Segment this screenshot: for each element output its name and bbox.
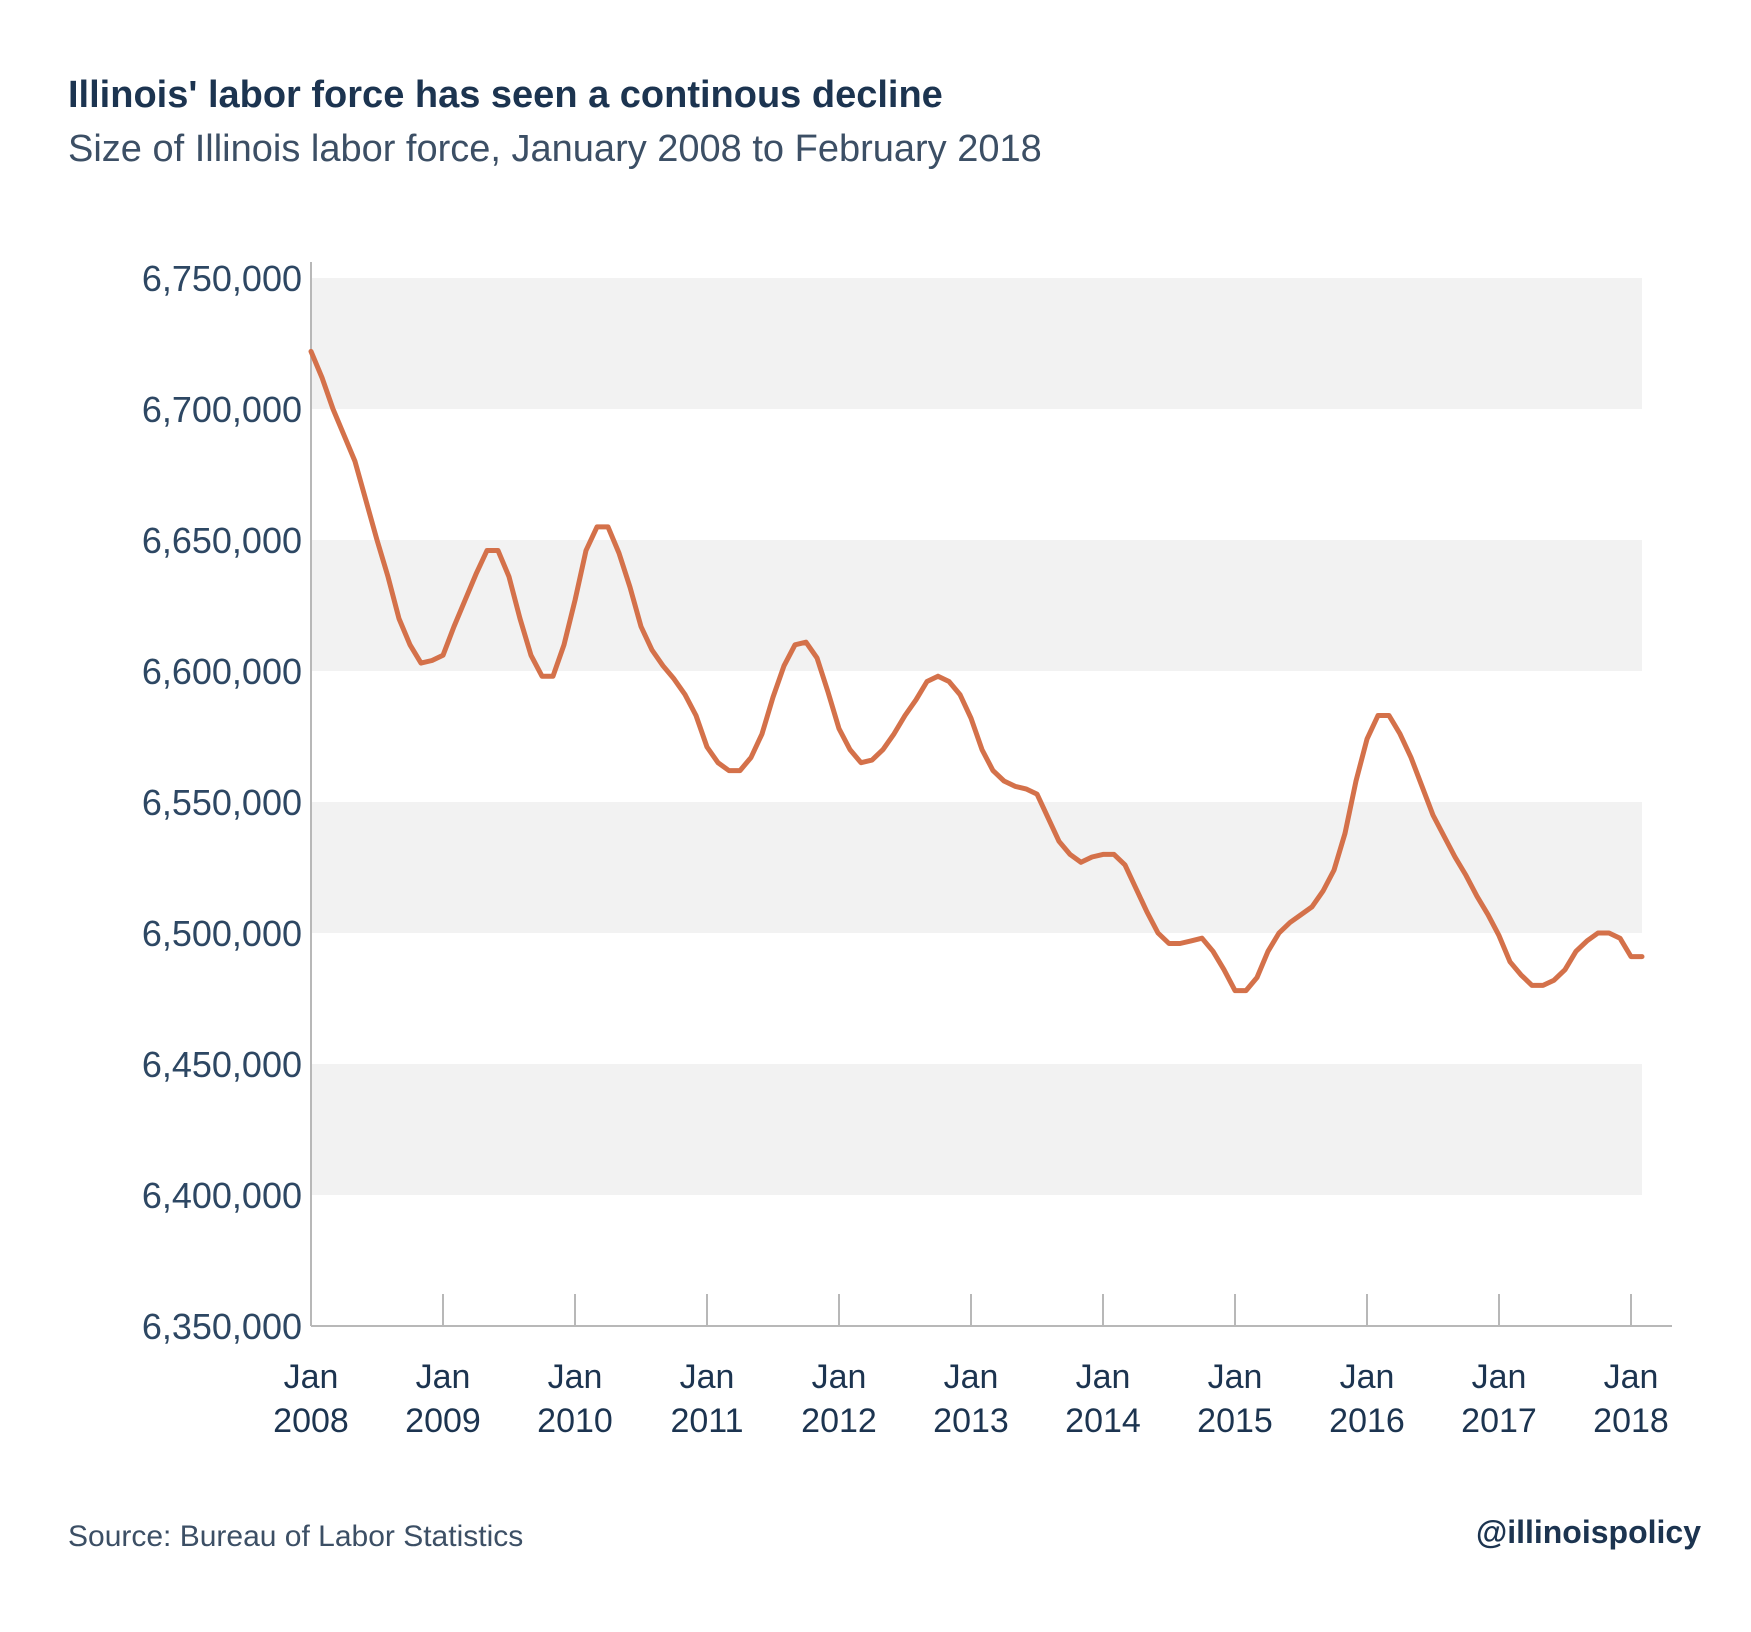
grid-bands [311, 278, 1642, 1195]
y-tick-label: 6,550,000 [142, 782, 302, 823]
x-tick-year: 2008 [273, 1402, 349, 1440]
x-axis-ticks: Jan 2008 Jan 2009 Jan 2010 Jan 2011 Jan 2012 Jan 20… [273, 1294, 1669, 1440]
x-tick-month: Jan [284, 1358, 339, 1396]
y-tick-label: 6,500,000 [142, 913, 302, 954]
x-tick-year: 2010 [537, 1402, 613, 1440]
grid-band [311, 540, 1642, 671]
x-tick-month: Jan [812, 1358, 867, 1396]
x-tick-month: Jan [548, 1358, 603, 1396]
y-tick-label: 6,600,000 [142, 651, 302, 692]
x-tick-month: Jan [680, 1358, 735, 1396]
y-tick-label: 6,400,000 [142, 1175, 302, 1216]
y-axis-ticks: 6,750,000 6,700,000 6,650,000 6,600,000 6,55… [142, 258, 302, 1347]
axes [310, 262, 1672, 1327]
x-tick-year: 2017 [1461, 1402, 1537, 1440]
x-tick-month: Jan [944, 1358, 999, 1396]
y-tick-label: 6,750,000 [142, 258, 302, 299]
brand-handle: @illinoispolicy [1475, 1514, 1701, 1550]
x-tick-month: Jan [1340, 1358, 1395, 1396]
chart-title: Illinois' labor force has seen a contino… [68, 74, 943, 116]
y-tick-label: 6,450,000 [142, 1044, 302, 1085]
x-tick-year: 2015 [1197, 1402, 1273, 1440]
chart-subtitle: Size of Illinois labor force, January 20… [68, 128, 1042, 170]
series-line [308, 348, 1645, 994]
y-tick-label: 6,700,000 [142, 389, 302, 430]
x-tick-month: Jan [1604, 1358, 1659, 1396]
x-tick-month: Jan [1472, 1358, 1527, 1396]
x-tick-month: Jan [1208, 1358, 1263, 1396]
grid-band [311, 1064, 1642, 1195]
grid-band [311, 278, 1642, 409]
source-note: Source: Bureau of Labor Statistics [68, 1520, 524, 1553]
x-tick-month: Jan [1076, 1358, 1131, 1396]
grid-band [311, 802, 1642, 933]
x-tick-year: 2013 [933, 1402, 1009, 1440]
x-tick-year: 2018 [1593, 1402, 1669, 1440]
x-tick-year: 2016 [1329, 1402, 1405, 1440]
series-layer [308, 348, 1645, 994]
y-tick-label: 6,350,000 [142, 1306, 302, 1347]
x-tick-year: 2009 [405, 1402, 481, 1440]
x-tick-year: 2012 [801, 1402, 877, 1440]
x-tick-month: Jan [416, 1358, 471, 1396]
x-tick-year: 2011 [670, 1402, 743, 1440]
y-tick-label: 6,650,000 [142, 520, 302, 561]
x-tick-year: 2014 [1065, 1402, 1141, 1440]
